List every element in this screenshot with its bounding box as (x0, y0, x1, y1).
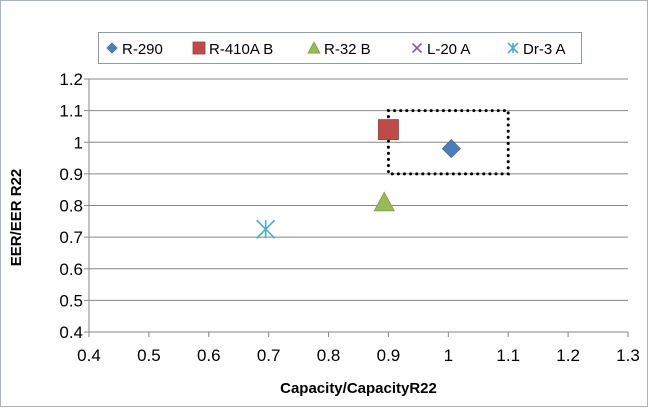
axes: 0.4 0.5 0.6 0.7 0.8 0.9 1 1.1 1.2 0.4 0.5 0.6 0.7 0.8… (59, 70, 639, 365)
data-point-r-410a-b (378, 119, 399, 140)
x-tick-label: 0.7 (257, 346, 281, 365)
legend-marker-1 (192, 41, 206, 55)
x-tick-label: 0.5 (137, 346, 161, 365)
x-tick-label: 1.3 (616, 346, 640, 365)
y-tick-label: 0.6 (59, 260, 83, 279)
legend-label: R-290 (122, 41, 163, 58)
y-tick-label: 1.1 (59, 102, 83, 121)
legend-marker-0 (106, 42, 118, 54)
y-tick-label: 0.7 (59, 228, 83, 247)
x-tick-label: 0.6 (197, 346, 221, 365)
legend-label: Dr-3 A (523, 41, 566, 58)
legend-label: R-32 B (324, 41, 371, 58)
y-tick-label: 0.8 (59, 197, 83, 216)
x-tick-label: 1.2 (556, 346, 580, 365)
x-axis-title: Capacity/CapacityR22 (280, 380, 437, 397)
y-tick-label: 0.9 (59, 165, 83, 184)
x-tick-label: 0.8 (317, 346, 341, 365)
x-tick-label: 1.1 (496, 346, 520, 365)
x-tick-label: 1 (444, 346, 453, 365)
legend: R-290 R-410A B R-32 B L-20 A Dr-3 A (98, 32, 582, 64)
x-tick-label: 0.9 (377, 346, 401, 365)
legend-marker-4 (507, 42, 519, 54)
legend-label: R-410A B (209, 41, 273, 58)
y-tick-label: 1.2 (59, 70, 83, 89)
legend-entries: R-290 R-410A B R-32 B L-20 A Dr-3 A (106, 41, 566, 58)
data-markers (256, 119, 461, 239)
legend-marker-2 (307, 41, 321, 54)
annotations (386, 109, 510, 176)
data-point-r-290 (441, 139, 461, 159)
legend-label: L-20 A (427, 41, 470, 58)
y-axis-title: EER/EER R22 (8, 169, 25, 267)
x-tick-label: 0.4 (77, 346, 101, 365)
data-point-dr-3-a (256, 219, 276, 239)
marker-stroke (411, 42, 423, 54)
y-tick-label: 0.4 (59, 323, 83, 342)
gridlines (89, 78, 628, 301)
legend-marker-3 (411, 42, 423, 54)
target-region-box (386, 109, 510, 176)
y-tick-label: 0.5 (59, 291, 83, 310)
y-tick-label: 1 (74, 133, 83, 152)
data-point-r-32-b (373, 191, 395, 212)
